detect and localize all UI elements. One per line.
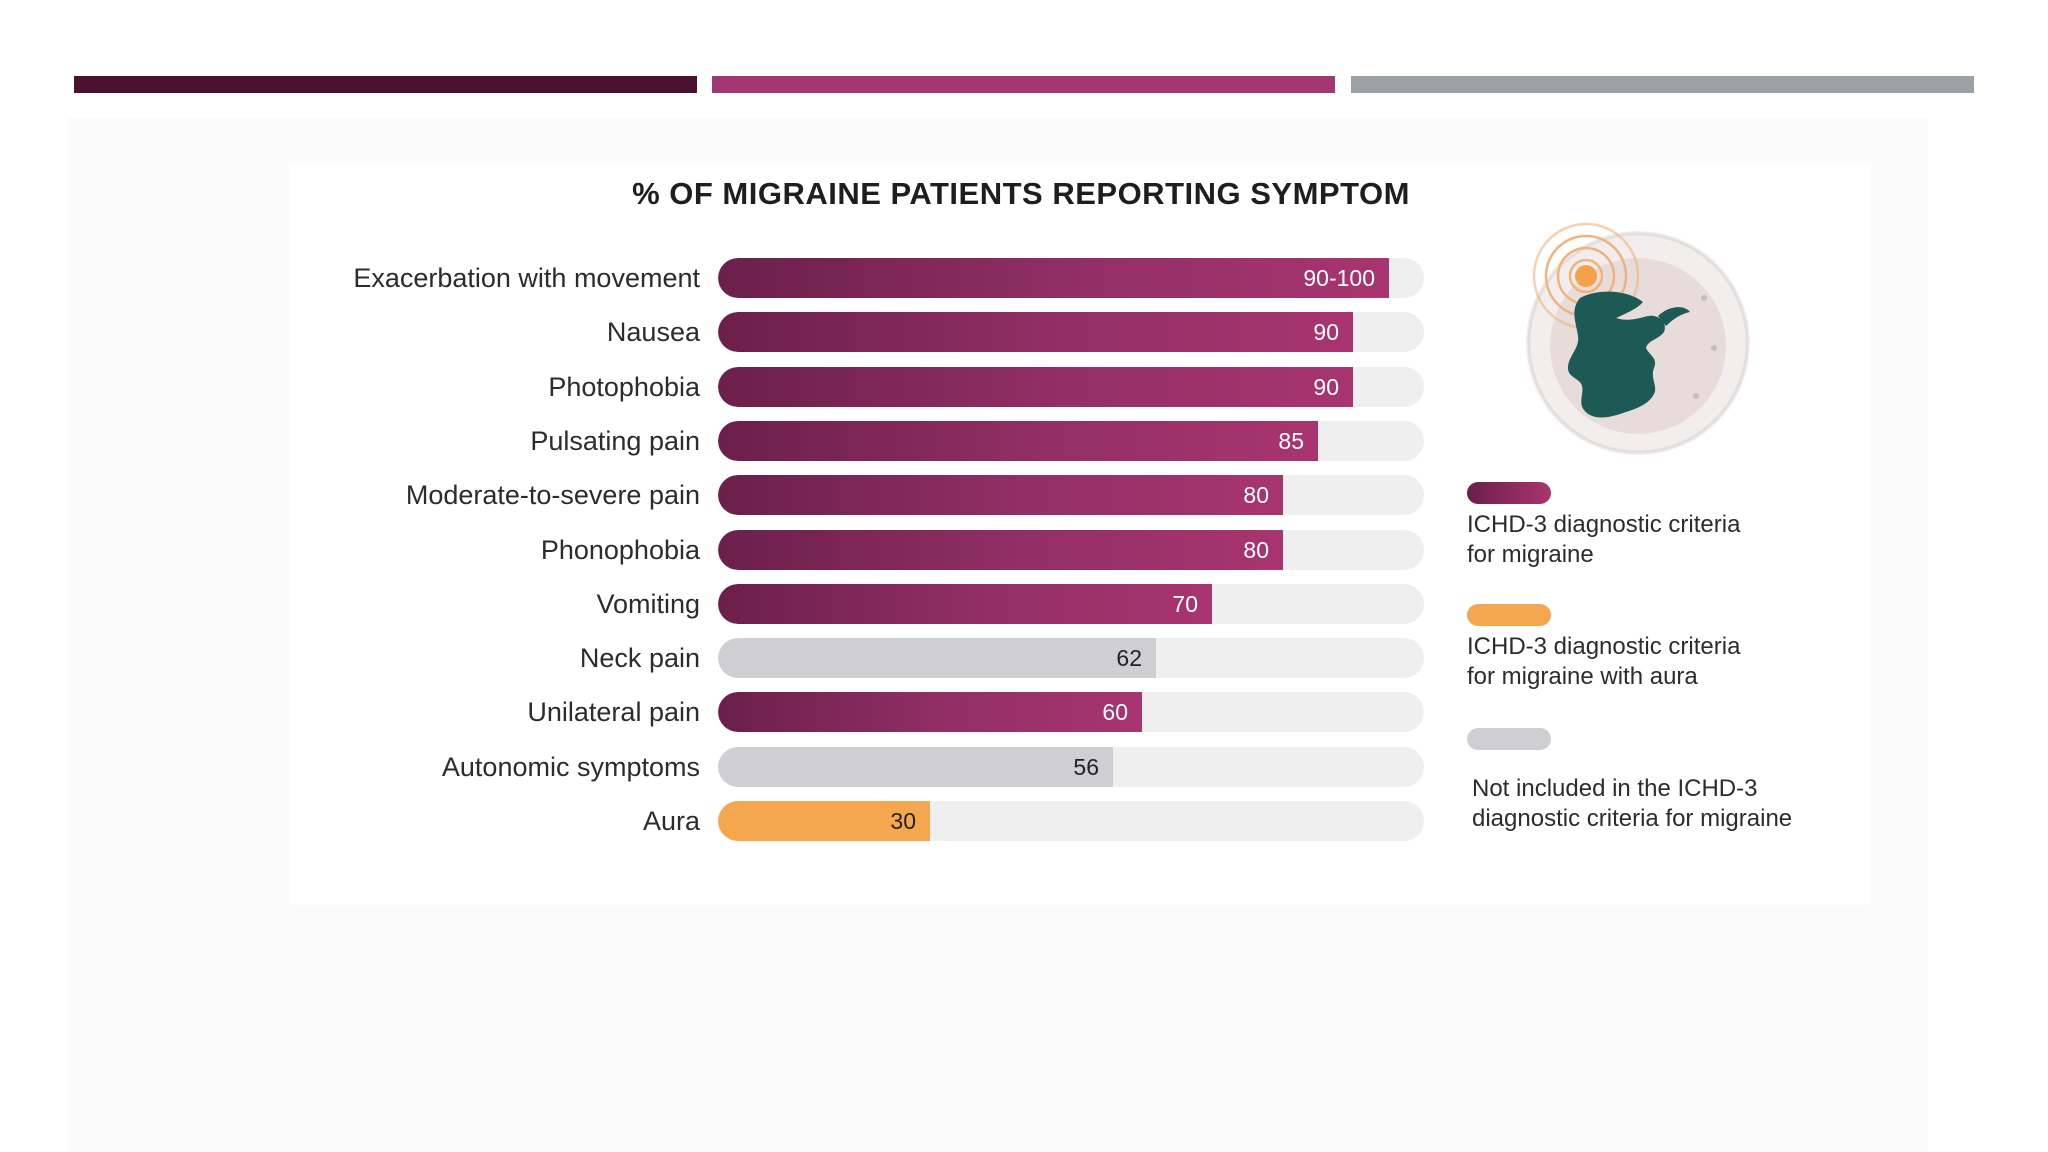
bar	[718, 747, 1113, 787]
legend-label-line: ICHD-3 diagnostic criteria	[1467, 511, 1741, 538]
bar	[718, 801, 930, 841]
legend-label-criteria: ICHD-3 diagnostic criteria for migraine	[1467, 510, 1887, 570]
legend-swatch-none	[1467, 728, 1551, 750]
bar-value-label: 56	[1073, 754, 1099, 780]
chart-title: % OF MIGRAINE PATIENTS REPORTING SYMPTOM	[632, 176, 1410, 211]
bar	[718, 638, 1156, 678]
header-bar-segment-2	[712, 76, 1335, 93]
legend-label-line: Not included in the ICHD-3	[1472, 775, 1758, 802]
bar-track: 70	[718, 584, 1424, 624]
bar-track: 56	[718, 747, 1424, 787]
header-bar-segment-1	[74, 76, 697, 93]
header-bar-segment-3	[1351, 76, 1974, 93]
bar	[718, 584, 1212, 624]
bar	[718, 367, 1353, 407]
bar	[718, 692, 1142, 732]
bar	[718, 312, 1353, 352]
bar-track: 60	[718, 692, 1424, 732]
bar-value-label: 30	[890, 808, 916, 834]
bar-track: 62	[718, 638, 1424, 678]
legend-swatch-aura	[1467, 604, 1551, 626]
legend-label-line: diagnostic criteria for migraine	[1472, 805, 1793, 832]
legend-swatch-criteria	[1467, 482, 1551, 504]
bar-value-label: 70	[1172, 591, 1198, 617]
bar-label: Neck pain	[579, 643, 700, 673]
legend-label-line: for migraine with aura	[1467, 663, 1698, 690]
bar-track: 90	[718, 312, 1424, 352]
legend-label-none: Not included in the ICHD-3 diagnostic cri…	[1472, 774, 1892, 834]
bar-label: Moderate-to-severe pain	[405, 480, 700, 510]
bar-label: Vomiting	[596, 589, 700, 619]
bar-track: 80	[718, 475, 1424, 515]
bar-value-label: 90	[1313, 319, 1339, 345]
bar	[718, 258, 1389, 298]
legend-label-line: ICHD-3 diagnostic criteria	[1467, 633, 1741, 660]
bar-track: 30	[718, 801, 1424, 841]
legend-label-line: for migraine	[1467, 541, 1594, 568]
bar-label: Unilateral pain	[527, 697, 700, 727]
bar-label: Nausea	[606, 317, 700, 347]
bar-value-label: 90	[1313, 374, 1339, 400]
bar-label: Aura	[642, 806, 700, 836]
bar	[718, 475, 1283, 515]
bar-label: Photophobia	[548, 372, 700, 402]
bar-value-label: 60	[1102, 699, 1128, 725]
bar-value-label: 90-100	[1303, 265, 1375, 291]
bar-value-label: 85	[1278, 428, 1304, 454]
bar-track: 85	[718, 421, 1424, 461]
bar-value-label: 80	[1243, 537, 1269, 563]
bar-track: 90-100	[718, 258, 1424, 298]
bar	[718, 421, 1318, 461]
head-pain-icon	[1520, 222, 1756, 461]
bar-value-label: 62	[1116, 645, 1142, 671]
bar-label: Pulsating pain	[530, 426, 700, 456]
bar	[718, 530, 1283, 570]
bar-value-label: 80	[1243, 482, 1269, 508]
bar-label: Phonophobia	[540, 535, 700, 565]
bar-label: Exacerbation with movement	[353, 263, 700, 293]
bar-track: 90	[718, 367, 1424, 407]
bar-track: 80	[718, 530, 1424, 570]
legend-label-aura: ICHD-3 diagnostic criteria for migraine w…	[1467, 632, 1887, 692]
bar-label: Autonomic symptoms	[441, 752, 700, 782]
